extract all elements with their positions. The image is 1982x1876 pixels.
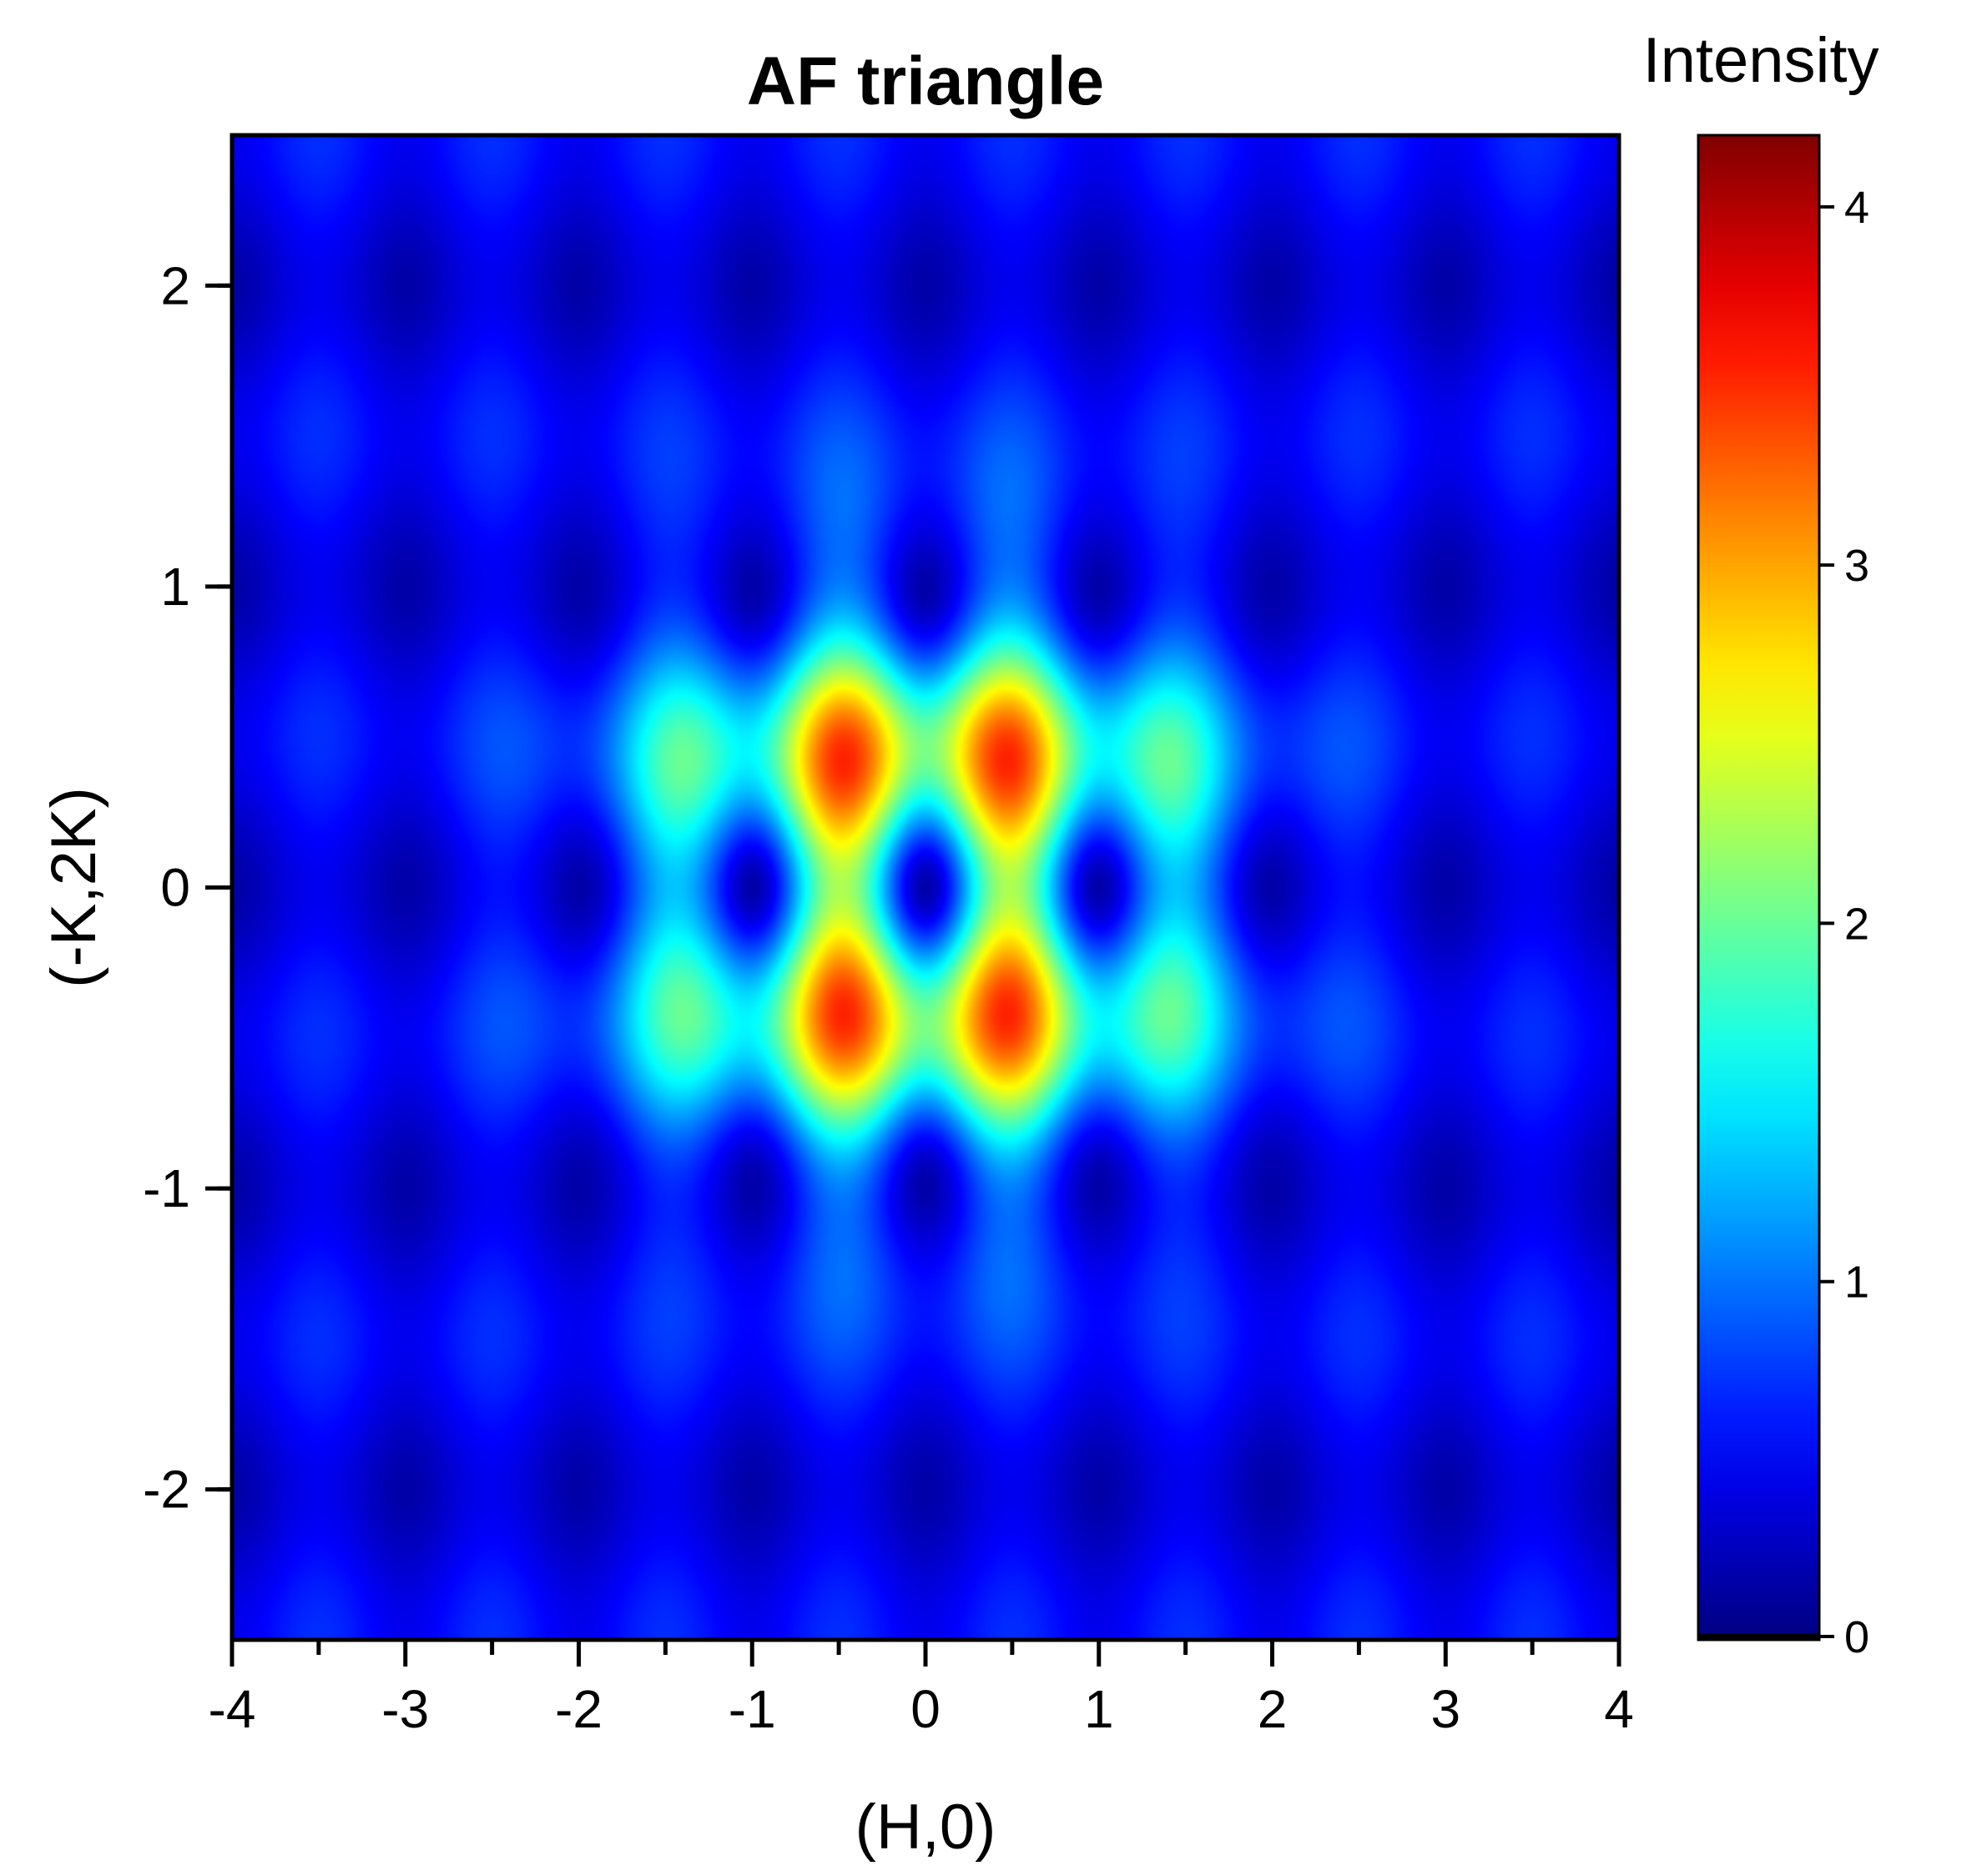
x-tick-label: 1 xyxy=(1084,1679,1114,1739)
x-axis: -4 -3 -2 -1 0 1 2 3 4 xyxy=(209,1640,1634,1739)
x-tick-label: 0 xyxy=(910,1679,941,1739)
colorbar: 0 1 2 3 4 xyxy=(1697,134,1869,1662)
colorbar-gradient xyxy=(1697,134,1821,1642)
heatmap-image xyxy=(232,135,1619,1640)
x-tick-label: -1 xyxy=(729,1679,776,1739)
x-tick-label: -3 xyxy=(381,1679,429,1739)
x-tick-label: 2 xyxy=(1258,1679,1288,1739)
colorbar-tick-label: 3 xyxy=(1844,541,1869,591)
y-tick-label: -2 xyxy=(143,1460,190,1520)
colorbar-ticks: 0 1 2 3 4 xyxy=(1819,183,1869,1662)
x-axis-title: (H,0) xyxy=(855,1792,996,1863)
y-axis: -2 -1 0 1 2 xyxy=(143,255,232,1520)
x-tick-label: -4 xyxy=(209,1679,256,1739)
y-axis-title: (-K,2K) xyxy=(38,787,109,988)
x-tick-label: -2 xyxy=(555,1679,603,1739)
y-tick-label: 1 xyxy=(160,557,190,617)
colorbar-tick-label: 0 xyxy=(1844,1612,1869,1662)
colorbar-tick-label: 2 xyxy=(1844,899,1869,949)
chart-title: AF triangle xyxy=(747,43,1104,119)
colorbar-tick-label: 4 xyxy=(1844,183,1869,233)
colorbar-title: Intensity xyxy=(1642,25,1879,96)
x-tick-label: 4 xyxy=(1604,1679,1634,1739)
plot-area xyxy=(229,133,1621,1642)
x-tick-label: 3 xyxy=(1430,1679,1460,1739)
y-tick-label: -1 xyxy=(143,1158,190,1218)
colorbar-min-cap xyxy=(1698,1633,1819,1640)
y-tick-label: 2 xyxy=(160,255,190,315)
colorbar-tick-label: 1 xyxy=(1844,1258,1869,1308)
y-tick-label: 0 xyxy=(160,858,190,918)
